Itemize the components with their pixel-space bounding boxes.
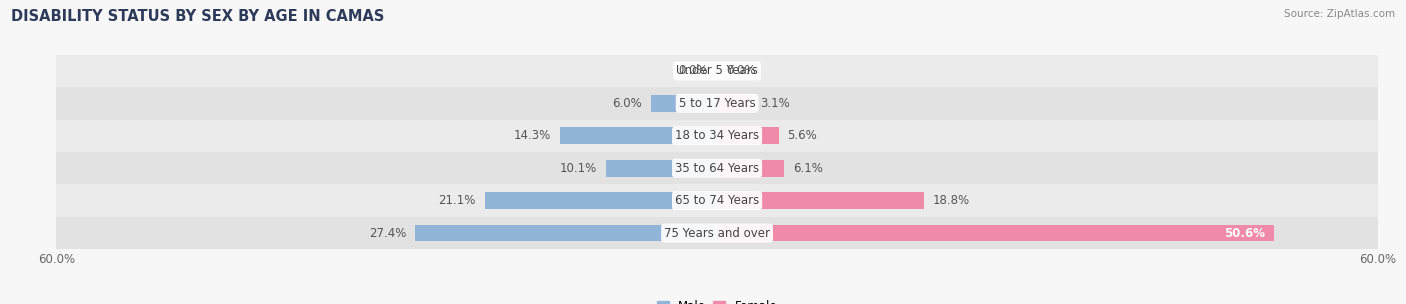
Text: 3.1%: 3.1% [761,97,790,110]
Bar [717,127,779,144]
Bar [56,152,1378,185]
Text: 6.0%: 6.0% [613,97,643,110]
Text: 0.0%: 0.0% [725,64,755,78]
Text: 5.6%: 5.6% [787,129,817,142]
Text: DISABILITY STATUS BY SEX BY AGE IN CAMAS: DISABILITY STATUS BY SEX BY AGE IN CAMAS [11,9,385,24]
Bar [56,119,1378,152]
Bar [56,55,1378,87]
Text: 18 to 34 Years: 18 to 34 Years [675,129,759,142]
Text: 50.6%: 50.6% [1225,226,1265,240]
Text: 5 to 17 Years: 5 to 17 Years [679,97,755,110]
Text: Source: ZipAtlas.com: Source: ZipAtlas.com [1284,9,1395,19]
Bar [485,192,717,209]
Bar [651,95,717,112]
Bar [717,192,924,209]
Bar [56,217,1378,249]
Legend: Male, Female: Male, Female [652,295,782,304]
Bar [415,225,717,241]
Text: 6.1%: 6.1% [793,162,823,175]
Bar [56,87,1378,119]
Text: 35 to 64 Years: 35 to 64 Years [675,162,759,175]
Text: 0.0%: 0.0% [679,64,709,78]
Text: 10.1%: 10.1% [560,162,598,175]
Bar [717,95,751,112]
Bar [717,160,785,177]
Text: 14.3%: 14.3% [513,129,551,142]
Text: 75 Years and over: 75 Years and over [664,226,770,240]
Bar [56,185,1378,217]
Text: Under 5 Years: Under 5 Years [676,64,758,78]
Bar [606,160,717,177]
Text: 27.4%: 27.4% [370,226,406,240]
Text: 21.1%: 21.1% [439,194,475,207]
Bar [717,225,1274,241]
Text: 18.8%: 18.8% [934,194,970,207]
Bar [560,127,717,144]
Text: 65 to 74 Years: 65 to 74 Years [675,194,759,207]
